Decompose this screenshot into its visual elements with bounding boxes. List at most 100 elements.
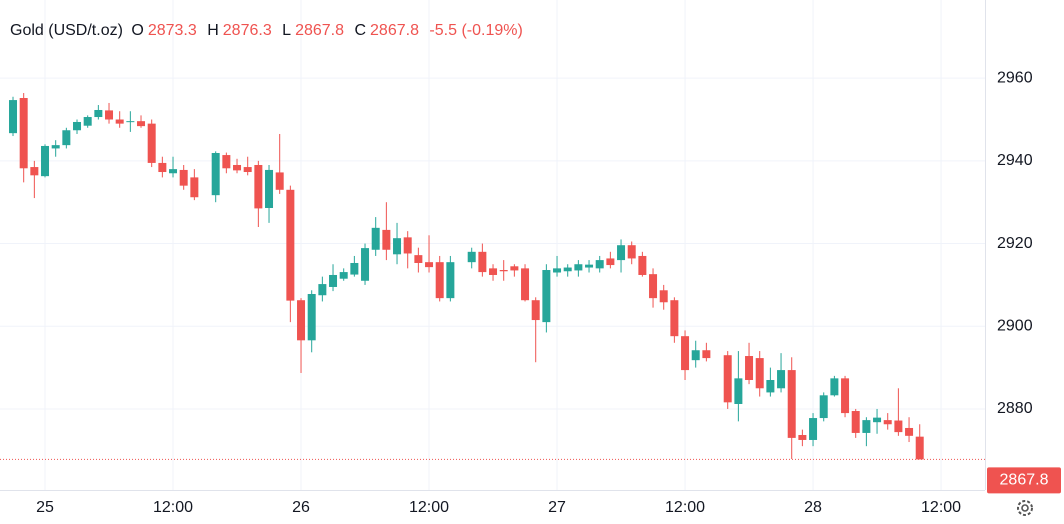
last-price-label: 2867.8 <box>1000 472 1049 489</box>
candle-body <box>158 162 167 173</box>
x-tick-label: 12:00 <box>665 499 705 516</box>
candle-body <box>446 262 455 299</box>
candle-body <box>734 378 743 404</box>
x-tick-label: 26 <box>292 499 310 516</box>
candle-body <box>83 117 92 126</box>
candle-body <box>403 237 412 254</box>
candle-body <box>73 121 82 131</box>
candle-body <box>499 270 508 272</box>
candle-body <box>105 110 114 120</box>
x-tick-label: 27 <box>548 499 566 516</box>
candle-body <box>542 270 551 323</box>
last-price-box <box>987 467 1061 494</box>
candle-body <box>862 420 871 433</box>
ohlc-value: 2867.8 <box>370 22 419 39</box>
legend-header: Gold (USD/t.oz) O 2873.3 H 2876.3 L 2867.8 … <box>10 22 529 40</box>
candle-body <box>510 266 519 271</box>
candle-body <box>265 169 274 208</box>
candle-body <box>755 358 764 389</box>
y-tick-label: 2920 <box>997 235 1033 252</box>
candle-body <box>563 267 572 272</box>
candle-body <box>137 121 146 127</box>
candle-body <box>649 274 658 299</box>
candle-body <box>94 109 103 118</box>
candle-body <box>222 155 231 169</box>
candle-body <box>638 255 647 275</box>
candle-body <box>329 274 338 287</box>
ohlc-key: L <box>282 22 292 39</box>
candle-body <box>873 417 882 423</box>
candle-body <box>659 290 668 303</box>
candle-body <box>702 350 711 359</box>
candle-body <box>179 169 188 186</box>
candle-body <box>297 300 306 341</box>
candle-body <box>585 264 594 268</box>
candle-body <box>126 121 135 123</box>
candle-body <box>190 177 199 198</box>
candle-body <box>521 268 530 301</box>
candle-body <box>851 411 860 433</box>
candle-body <box>275 172 284 190</box>
candle-body <box>766 380 775 393</box>
candle-body <box>787 370 796 438</box>
candle-body <box>243 167 252 173</box>
ohlc-value: 2873.3 <box>147 22 197 39</box>
candle-body <box>691 350 700 361</box>
candle-body <box>553 268 562 273</box>
ohlc-value: 2867.8 <box>295 22 345 39</box>
candle-body <box>467 251 476 263</box>
candle-body <box>361 248 370 281</box>
x-tick-label: 12:00 <box>921 499 961 516</box>
candle-body <box>670 300 679 337</box>
candle-body <box>339 272 348 279</box>
candle-body <box>681 336 690 371</box>
candle-body <box>115 119 124 124</box>
candle-body <box>595 260 604 269</box>
y-tick-label: 2880 <box>997 400 1033 417</box>
y-tick-label: 2960 <box>997 69 1033 86</box>
candle-body <box>414 255 423 263</box>
candle-body <box>531 300 540 321</box>
candle-body <box>254 164 263 209</box>
candle-body <box>606 258 615 266</box>
candle-body <box>627 245 636 259</box>
y-tick-label: 2900 <box>997 317 1033 334</box>
candle-body <box>211 152 220 196</box>
candle-body <box>382 229 391 250</box>
candle-body <box>233 164 242 171</box>
candle-body <box>41 145 50 177</box>
candle-body <box>841 378 850 414</box>
candle-body <box>617 245 626 261</box>
candle-body <box>318 284 327 296</box>
candle-body <box>169 169 178 174</box>
candle-body <box>30 167 39 176</box>
x-tick-label: 12:00 <box>153 499 193 516</box>
candle-body <box>286 189 295 301</box>
candle-body <box>435 262 444 299</box>
candle-body <box>574 264 583 271</box>
candle-body <box>425 262 434 268</box>
candle-body <box>819 395 828 419</box>
candle-body <box>745 356 754 381</box>
change-value: -5.5 (-0.19%) <box>429 22 523 39</box>
candle-body <box>393 238 402 255</box>
candle-body <box>489 268 498 275</box>
candle-body <box>62 130 71 146</box>
candle-body <box>147 123 156 163</box>
ohlc-key: O <box>131 22 144 39</box>
candle-body <box>371 227 380 250</box>
candle-body <box>915 436 924 460</box>
gear-outer <box>1017 500 1033 516</box>
candle-body <box>830 378 839 396</box>
y-tick-label: 2940 <box>997 152 1033 169</box>
ohlc-value: 2876.3 <box>222 22 272 39</box>
candle-body <box>51 145 60 149</box>
candle-body <box>809 418 818 440</box>
settings-icon[interactable] <box>1017 500 1033 516</box>
candle-body <box>307 294 316 341</box>
candle-body <box>478 251 487 273</box>
candle-body <box>9 100 18 134</box>
x-tick-label: 25 <box>36 499 54 516</box>
